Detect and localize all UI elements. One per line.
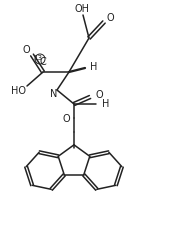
Text: O: O xyxy=(22,45,30,55)
Text: O: O xyxy=(62,114,70,124)
Text: HO: HO xyxy=(12,86,27,96)
Text: C: C xyxy=(40,57,46,67)
Text: H: H xyxy=(102,99,109,109)
Text: 13: 13 xyxy=(33,55,42,61)
Text: H: H xyxy=(90,62,97,72)
Text: N: N xyxy=(50,89,58,99)
Text: O: O xyxy=(96,90,104,100)
Text: O: O xyxy=(106,13,114,23)
Text: OH: OH xyxy=(74,4,89,14)
